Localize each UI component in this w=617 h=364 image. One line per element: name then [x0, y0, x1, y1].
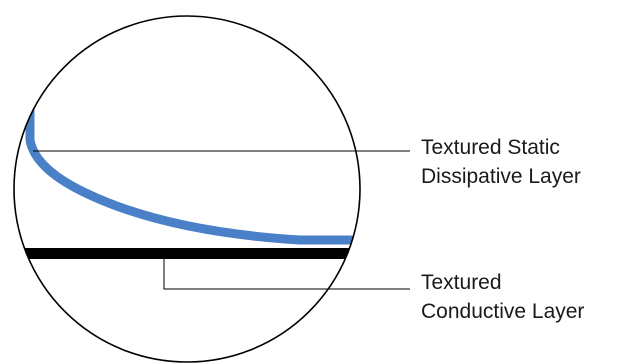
conductive-label-line2: Conductive Layer [421, 300, 585, 323]
conductive-label-line1: Textured [421, 271, 502, 294]
static-dissipative-layer [25, 95, 360, 245]
conductive-layer [14, 248, 360, 259]
static-dissipative-label-line2: Dissipative Layer [421, 165, 581, 188]
magnifier-circle-outline [13, 15, 361, 363]
conductive-leader-line [163, 259, 410, 290]
static-dissipative-layer-label: Textured Static Dissipative Layer [421, 133, 581, 191]
conductive-layer-label: Textured Conductive Layer [421, 268, 584, 326]
static-dissipative-label-line1: Textured Static [421, 136, 560, 159]
